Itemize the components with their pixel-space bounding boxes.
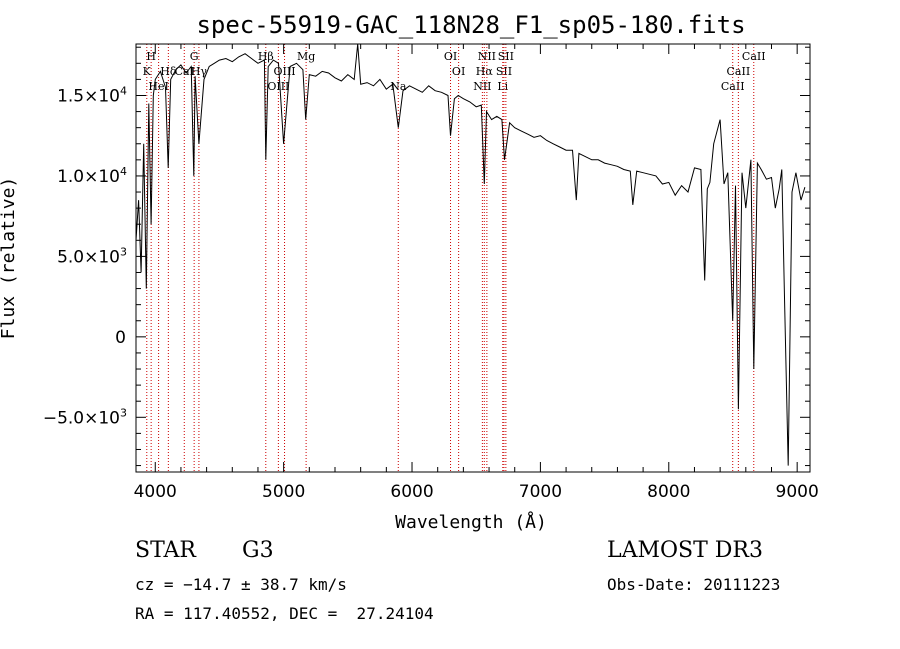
spectral-line-label: CaII: [721, 80, 745, 93]
y-tick-label: 1.5×104: [57, 84, 127, 106]
object-class: STAR: [135, 538, 196, 563]
y-tick-label: 5.0×103: [57, 245, 127, 267]
spectral-line-label: OI: [444, 50, 457, 63]
x-tick-label: 7000: [519, 482, 562, 502]
y-tick-label: 0: [115, 328, 126, 348]
spectral-line-label: CaI: [175, 65, 194, 78]
spectral-line-label: SII: [496, 65, 512, 78]
spectral-line-label: SII: [498, 50, 514, 63]
spectral-line-label: G: [190, 50, 199, 63]
spectral-line-label: NII: [473, 80, 491, 93]
spectral-subclass: G3: [242, 538, 274, 563]
spectral-line-label: OI: [452, 65, 465, 78]
survey-name: LAMOST DR3: [607, 538, 763, 563]
spectrum-line: [135, 43, 806, 466]
spectral-line-label: CaII: [742, 50, 766, 63]
spectral-line-label: Hβ: [258, 50, 274, 63]
spectral-line-label: OIII: [274, 65, 296, 78]
spectral-line-label: NII: [478, 50, 496, 63]
chart-title: spec-55919-GAC_118N28_F1_sp05-180.fits: [196, 11, 745, 39]
spectral-line-label: CaII: [727, 65, 751, 78]
redshift-velocity: cz = −14.7 ± 38.7 km/s: [135, 575, 347, 594]
spectral-line-label: K: [143, 65, 152, 78]
spectral-line-label: OIII: [267, 80, 289, 93]
x-tick-label: 4000: [134, 482, 177, 502]
coordinates: RA = 117.40552, DEC = 27.24104: [135, 604, 434, 623]
y-tick-label: −5.0×103: [43, 406, 127, 428]
plot-frame: [135, 43, 811, 473]
spectral-line-label: Na: [390, 80, 407, 93]
x-tick-label: 5000: [262, 482, 305, 502]
y-axis: −5.0×103 0 5.0×103 1.0×104 1.5×104: [43, 46, 810, 467]
spectral-line-label: Hα: [476, 65, 494, 78]
observation-date: Obs-Date: 20111223: [607, 575, 781, 594]
spectral-line-label: Hγ: [191, 65, 208, 78]
x-axis-label: Wavelength (Å): [395, 511, 547, 533]
x-tick-label: 9000: [776, 482, 819, 502]
x-tick-label: 8000: [647, 482, 690, 502]
x-tick-label: 6000: [390, 482, 433, 502]
x-axis: 4000 5000 6000 7000 8000 9000: [134, 44, 819, 502]
spectral-line-label: Li: [497, 80, 508, 93]
spectral-line-label: H: [146, 50, 156, 63]
spectral-line-markers: KHHeIHδCaIGHγHβOIIIOIIIMgNaOIOINIIHαNIIL…: [143, 44, 766, 472]
y-axis-label: Flux (relative): [0, 177, 19, 340]
y-tick-label: 1.0×104: [57, 165, 127, 187]
spectral-line-label: Mg: [297, 50, 315, 63]
